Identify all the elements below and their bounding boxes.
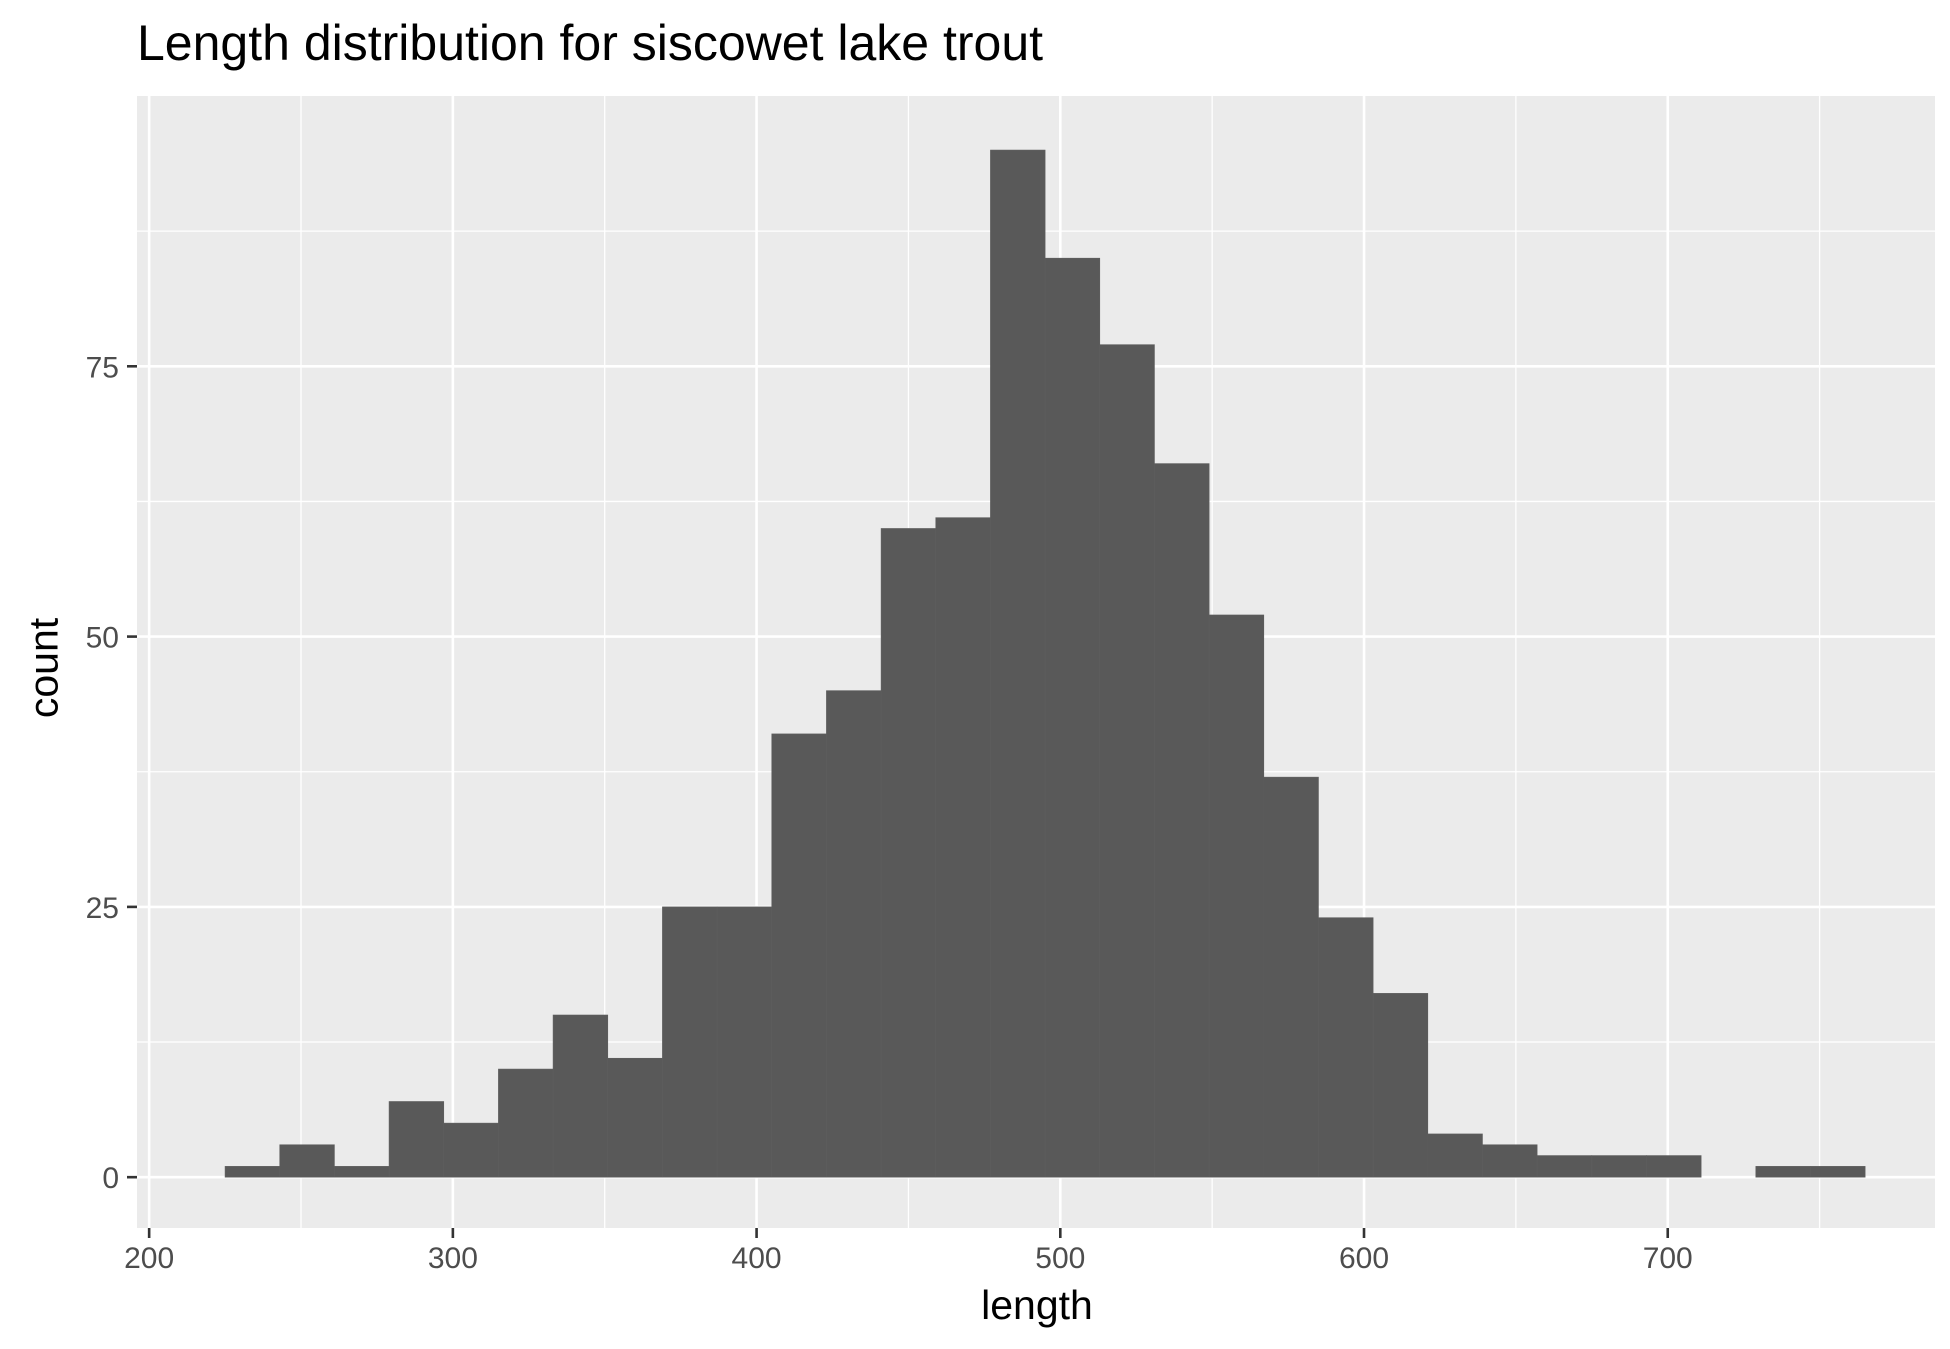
- histogram-bar: [716, 906, 773, 1178]
- y-axis-title: count: [20, 617, 67, 719]
- histogram-bar: [1208, 614, 1265, 1178]
- histogram-bar: [552, 1014, 609, 1178]
- x-axis-title-text: length: [981, 1282, 1093, 1328]
- histogram-bar: [1646, 1155, 1702, 1178]
- y-tick-label: 50: [86, 622, 119, 655]
- x-tick-label: 400: [732, 1242, 782, 1275]
- histogram-bar: [1099, 344, 1155, 1178]
- histogram-bar: [935, 517, 991, 1178]
- histogram-bar: [279, 1144, 335, 1178]
- histogram-bar: [1318, 917, 1374, 1178]
- histogram-bar: [498, 1068, 554, 1178]
- histogram-bar: [443, 1122, 499, 1178]
- histogram-bar: [1372, 993, 1429, 1178]
- x-tick-label: 600: [1339, 1242, 1389, 1275]
- y-tick-label: 25: [86, 892, 119, 925]
- histogram-bar: [334, 1166, 390, 1178]
- y-tick-labels: 0 25 50 75: [86, 351, 119, 1195]
- bars: [224, 149, 1866, 1178]
- x-tick-label: 500: [1035, 1242, 1085, 1275]
- histogram-bar: [771, 733, 827, 1178]
- histogram-bar: [662, 906, 718, 1178]
- histogram-bar: [1154, 463, 1210, 1178]
- axis-ticks: [127, 364, 1670, 1238]
- chart-title: Length distribution for siscowet lake tr…: [137, 15, 1044, 71]
- histogram-bar: [1044, 257, 1101, 1178]
- histogram-bar: [388, 1101, 445, 1178]
- x-tick-label: 300: [428, 1242, 478, 1275]
- histogram-bar: [1427, 1133, 1483, 1178]
- x-tick-label: 700: [1643, 1242, 1693, 1275]
- histogram-bar: [880, 528, 937, 1178]
- histogram-bar: [826, 690, 882, 1178]
- histogram-bar: [1263, 776, 1319, 1178]
- x-axis-title: length: [0, 1282, 1950, 1329]
- y-tick-label: 0: [102, 1162, 119, 1195]
- histogram-bar: [1591, 1155, 1647, 1178]
- x-tick-label: 200: [124, 1242, 174, 1275]
- histogram-bar: [1810, 1166, 1866, 1178]
- histogram-bar: [1536, 1155, 1593, 1178]
- histogram-bar: [1482, 1144, 1538, 1178]
- histogram-bar: [607, 1057, 663, 1178]
- histogram-bar: [1755, 1166, 1811, 1178]
- histogram-bar: [990, 149, 1046, 1178]
- y-tick-label: 75: [86, 351, 119, 384]
- histogram-bar: [224, 1166, 281, 1178]
- x-tick-labels: 200 300 400 500 600 700: [124, 1242, 1693, 1275]
